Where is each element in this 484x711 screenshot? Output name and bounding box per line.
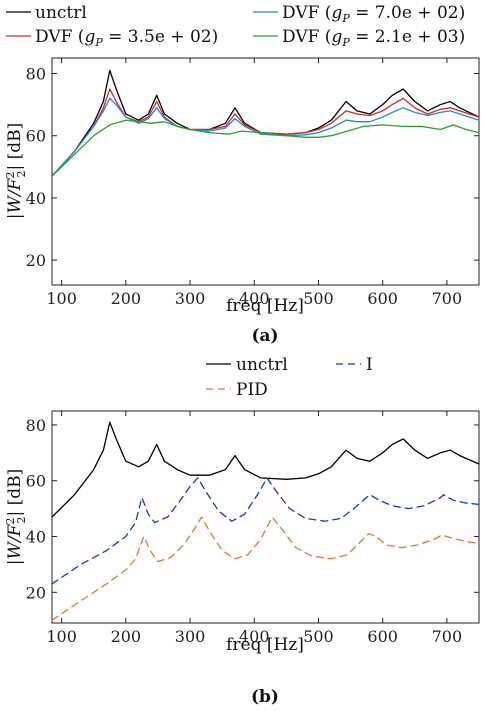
legend-a-dvf350-label: DVF (gP = 3.5e + 02) <box>35 27 218 49</box>
series-line-b-1 <box>51 477 480 585</box>
plot-a-frame <box>51 57 480 286</box>
plot-a: 100 200 300 400 500 600 700 20 40 60 80 <box>26 58 480 308</box>
ylabel-b: |W/F22| [dB] <box>4 469 28 566</box>
series-line-a-0 <box>51 69 480 177</box>
xtick-label-a-500: 500 <box>303 289 334 308</box>
ytick-label-b-20: 20 <box>26 583 46 602</box>
legend-a-dvf700-label: DVF (gP = 7.0e + 02) <box>282 3 465 25</box>
legend-a: unctrl DVF (gP = 3.5e + 02) DVF (gP = 7.… <box>6 3 465 49</box>
series-line-a-2 <box>51 97 480 177</box>
xtick-label-b-300: 300 <box>175 627 206 646</box>
ytick-label-a-20: 20 <box>26 251 46 270</box>
xtick-label-a-300: 300 <box>175 289 206 308</box>
caption-b: (b) <box>251 687 279 707</box>
ytick-label-a-40: 40 <box>26 189 46 208</box>
legend-a-unctrl-label: unctrl <box>35 3 87 23</box>
xtick-label-b-100: 100 <box>46 627 77 646</box>
xtick-label-a-100: 100 <box>46 289 77 308</box>
xtick-label-a-600: 600 <box>367 289 398 308</box>
series-line-b-2 <box>51 516 480 621</box>
ytick-label-b-40: 40 <box>26 528 46 547</box>
series-line-a-3 <box>51 119 480 177</box>
xtick-label-b-600: 600 <box>367 627 398 646</box>
xlabel-b: freq [Hz] <box>226 635 304 655</box>
xlabel-a: freq [Hz] <box>226 296 304 316</box>
xtick-label-a-400: 400 <box>239 289 270 308</box>
ytick-label-a-80: 80 <box>26 65 46 84</box>
legend-b: unctrl I PID <box>206 355 373 400</box>
plot-b: 100 200 300 400 500 600 700 20 40 60 80 <box>26 411 480 646</box>
ytick-label-b-60: 60 <box>26 472 46 491</box>
legend-a-dvf2100-label: DVF (gP = 2.1e + 03) <box>282 27 465 49</box>
xtick-label-b-700: 700 <box>432 627 463 646</box>
legend-b-i-label: I <box>366 355 373 375</box>
caption-a: (a) <box>251 326 278 346</box>
legend-b-unctrl-label: unctrl <box>236 355 288 375</box>
xtick-label-b-400: 400 <box>239 627 270 646</box>
ylabel-a: |W/F22| [dB] <box>4 123 28 220</box>
series-line-a-1 <box>51 88 480 177</box>
plot-b-frame <box>51 410 480 624</box>
xtick-label-a-700: 700 <box>432 289 463 308</box>
series-line-b-0 <box>51 421 480 518</box>
legend-b-pid-label: PID <box>236 380 268 400</box>
ytick-label-a-60: 60 <box>26 127 46 146</box>
xtick-label-b-500: 500 <box>303 627 334 646</box>
xtick-label-a-200: 200 <box>111 289 142 308</box>
ytick-label-b-80: 80 <box>26 416 46 435</box>
xtick-label-b-200: 200 <box>111 627 142 646</box>
